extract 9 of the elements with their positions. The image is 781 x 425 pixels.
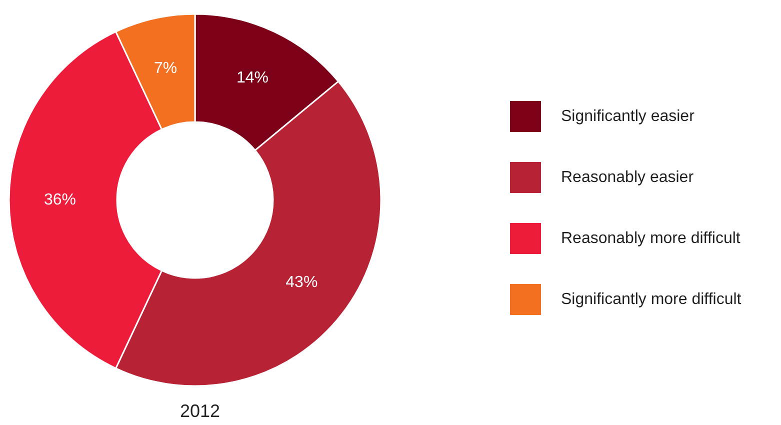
data-label: 36%: [44, 192, 76, 208]
legend-label: Reasonably easier: [561, 169, 694, 186]
legend-label: Significantly easier: [561, 108, 696, 125]
legend-label: Significantly more difficult: [561, 291, 742, 308]
legend-label: Reasonably more difficult: [561, 230, 741, 247]
data-label: 43%: [286, 274, 318, 292]
data-label: 14%: [236, 69, 268, 86]
text: 2012: [180, 401, 220, 421]
data-label: 7%: [154, 60, 178, 77]
